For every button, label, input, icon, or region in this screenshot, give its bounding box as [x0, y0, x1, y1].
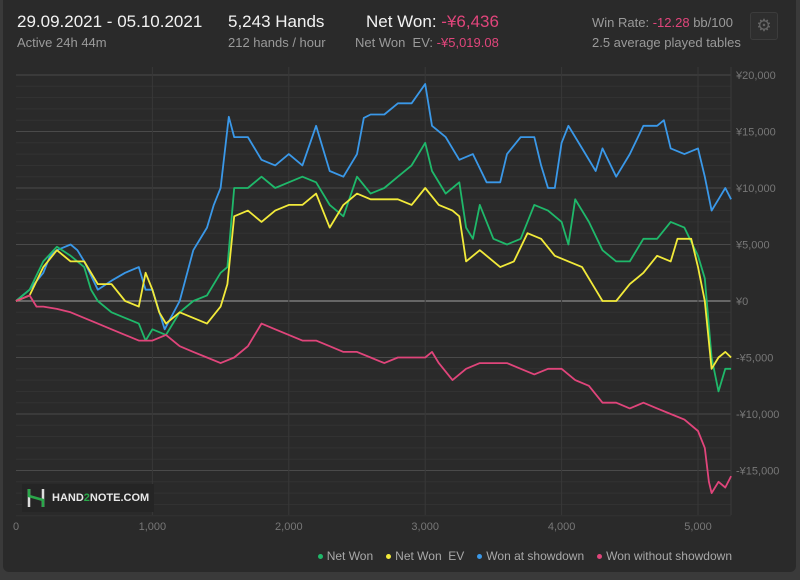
- legend-dot: [317, 554, 323, 560]
- net-won-ev: Net Won EV: -¥5,019.08: [355, 35, 499, 50]
- x-tick-label: 4,000: [548, 521, 576, 533]
- win-rate-value: -12.28: [652, 15, 690, 30]
- net-won-value: -¥6,436: [441, 12, 499, 31]
- hands-per-hour: 212 hands / hour: [228, 35, 326, 50]
- hands-count: 5,243 Hands: [228, 12, 325, 31]
- legend-item-won-at-showdown[interactable]: Won at showdown: [477, 549, 584, 563]
- win-rate-label: Win Rate:: [592, 15, 650, 30]
- net-won-ev-value: -¥5,019.08: [436, 35, 499, 50]
- net-won-ev-label: Net Won EV:: [355, 35, 434, 50]
- legend-item-net-won-ev[interactable]: Net Won EV: [386, 549, 464, 563]
- win-rate: Win Rate: -12.28 bb/100: [592, 15, 733, 30]
- y-tick-label: ¥0: [735, 296, 748, 308]
- series-line-won-without-showdown: [15, 294, 732, 495]
- y-tick-label: ¥20,000: [735, 70, 776, 82]
- win-rate-unit: bb/100: [693, 15, 733, 30]
- net-won-label: Net Won:: [366, 12, 437, 31]
- series-line-net-won: [15, 141, 732, 393]
- hand2note-logo: HAND2NOTE.COM: [22, 484, 154, 512]
- legend-item-net-won[interactable]: Net Won: [317, 549, 374, 563]
- legend-dot: [386, 554, 392, 560]
- y-tick-label: -¥15,000: [736, 466, 779, 478]
- series-line-won-at-showdown: [15, 83, 732, 331]
- series-line-net-won-ev: [15, 187, 732, 370]
- logo-text: HAND2NOTE.COM: [52, 492, 150, 504]
- legend: Net Won Net Won EV Won at showdown Won w…: [300, 549, 732, 563]
- legend-dot: [477, 554, 483, 560]
- y-tick-label: ¥5,000: [735, 240, 770, 252]
- legend-label: Net Won EV: [395, 549, 465, 563]
- net-won: Net Won: -¥6,436: [366, 12, 499, 32]
- y-tick-label: -¥5,000: [736, 353, 773, 365]
- x-tick-label: 2,000: [275, 521, 303, 533]
- legend-label: Won at showdown: [486, 549, 585, 563]
- x-tick-label: 3,000: [411, 521, 439, 533]
- y-tick-label: ¥10,000: [735, 183, 776, 195]
- legend-label: Won without showdown: [606, 549, 732, 563]
- x-tick-label: 1,000: [139, 521, 167, 533]
- date-range: 29.09.2021 - 05.10.2021: [17, 12, 203, 31]
- y-tick-label: -¥10,000: [736, 409, 779, 421]
- gear-icon[interactable]: ⚙: [750, 12, 778, 40]
- x-tick-label: 5,000: [684, 521, 712, 533]
- active-time: Active 24h 44m: [17, 35, 107, 50]
- legend-label: Net Won: [326, 549, 374, 563]
- average-tables: 2.5 average played tables: [592, 35, 741, 50]
- legend-dot: [597, 554, 603, 560]
- y-tick-label: ¥15,000: [735, 127, 776, 139]
- legend-item-won-without-showdown[interactable]: Won without showdown: [597, 549, 732, 563]
- graph-panel: [3, 0, 796, 572]
- logo-icon: [27, 489, 45, 507]
- x-tick-label: 0: [13, 521, 19, 533]
